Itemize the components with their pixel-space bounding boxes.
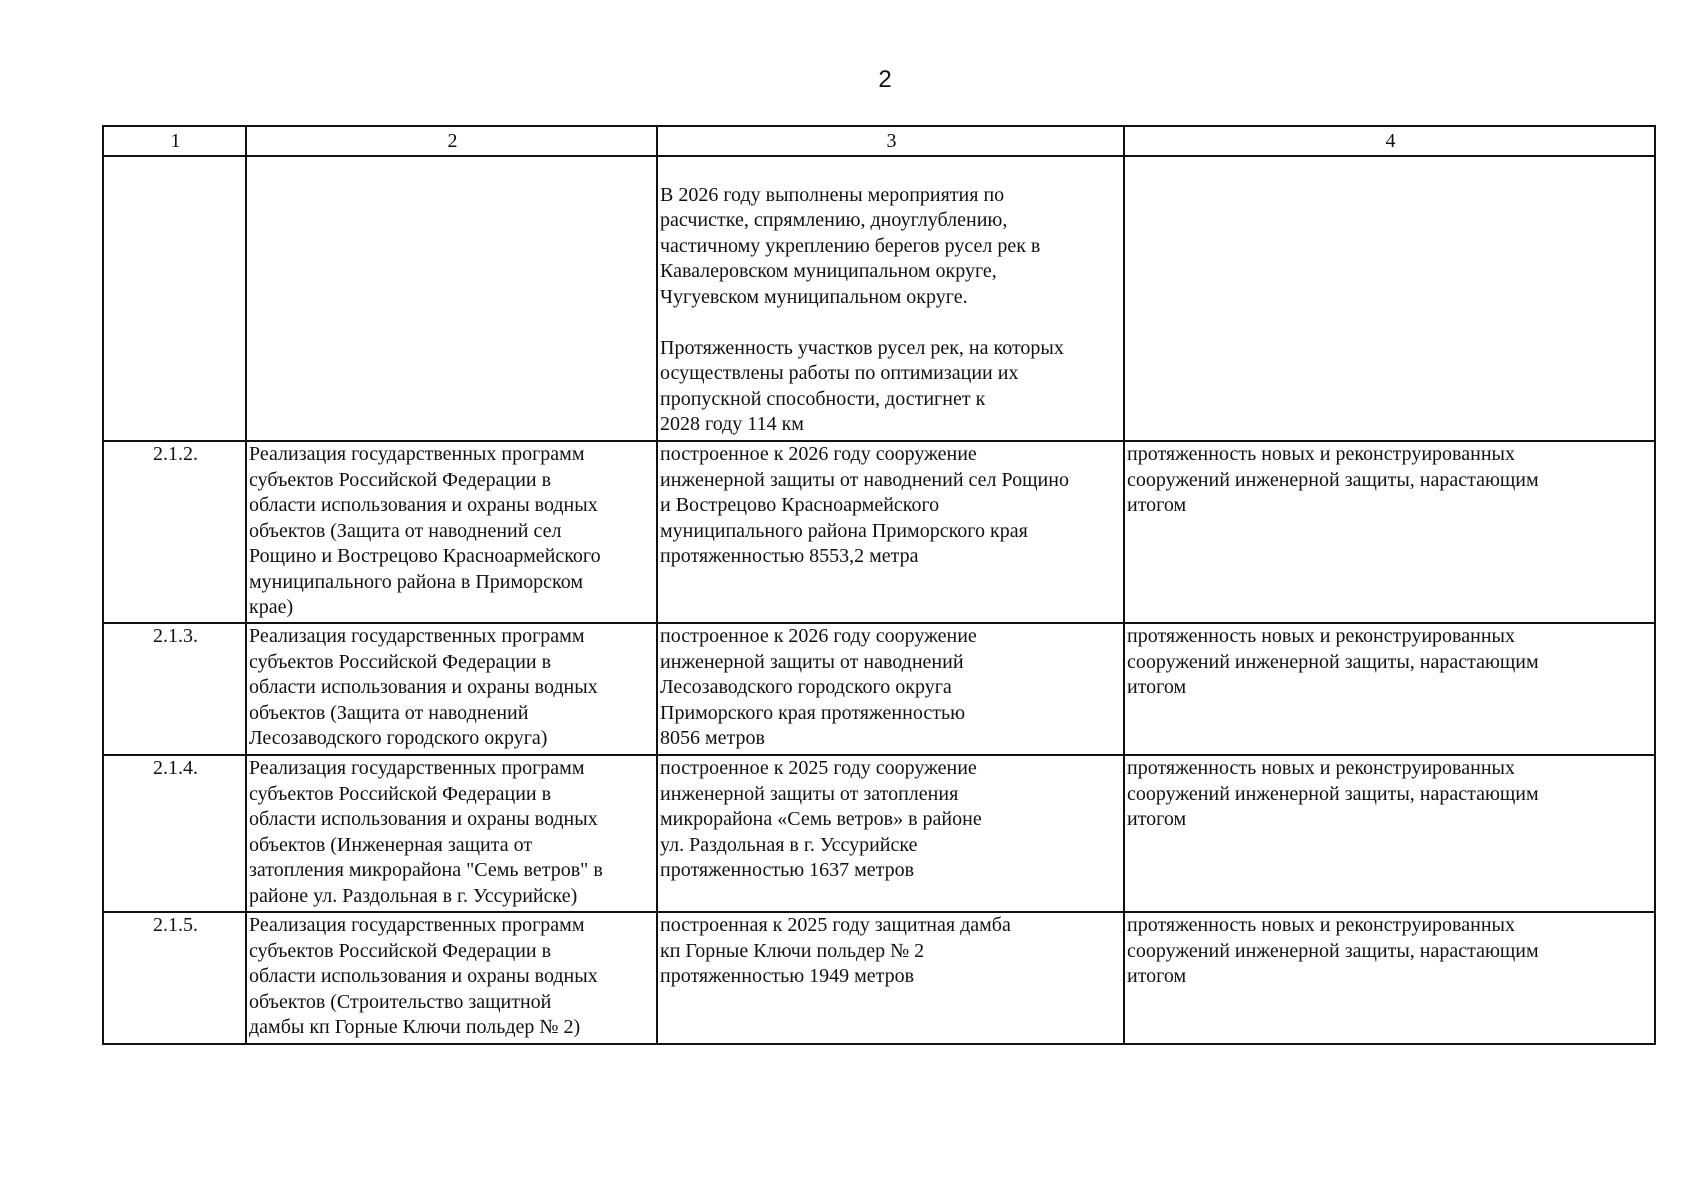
result-line: Кавалеровском муниципальном округе, xyxy=(660,260,997,282)
program-line: дамбы кп Горные Ключи польдер № 2) xyxy=(249,1016,581,1038)
result-line: построенная к 2025 году защитная дамба xyxy=(660,914,1011,936)
result-line: 8056 метров xyxy=(660,727,765,749)
result-line: Лесозаводского городского округа xyxy=(660,676,952,698)
page-number: 2 xyxy=(878,66,892,93)
program-line: объектов (Защита от наводнений сел xyxy=(249,519,562,542)
cell-result: построенное к 2026 году сооружение инжене… xyxy=(656,622,1125,756)
indicator-line: итогом xyxy=(1127,808,1187,830)
program-line: крае) xyxy=(249,596,294,618)
result-line: микрорайона «Семь ветров» в районе xyxy=(660,808,982,830)
result-line: построенное к 2026 году сооружение xyxy=(660,443,977,465)
result-line: осуществлены работы по оптимизации их xyxy=(660,362,1019,384)
cell-result: построенная к 2025 году защитная дамба кп… xyxy=(656,911,1125,1045)
program-line: субъектов Российской Федерации в xyxy=(249,468,552,491)
program-line: субъектов Российской Федерации в xyxy=(249,939,552,962)
table-row: 2.1.2. Реализация государственных програм… xyxy=(102,440,1656,624)
cell-program: Реализация государственных программ субъе… xyxy=(245,754,658,913)
cell-program xyxy=(245,155,658,442)
indicator-line: протяженность новых и реконструированных xyxy=(1127,625,1515,647)
program-line: объектов (Строительство защитной xyxy=(249,990,552,1013)
program-line: субъектов Российской Федерации в xyxy=(249,650,552,673)
cell-indicator: протяженность новых и реконструированных… xyxy=(1123,911,1656,1045)
cell-program: Реализация государственных программ субъе… xyxy=(245,440,658,624)
cell-indicator: протяженность новых и реконструированных… xyxy=(1123,622,1656,756)
result-line: кп Горные Ключи польдер № 2 xyxy=(660,939,925,962)
indicator-line: протяженность новых и реконструированных xyxy=(1127,443,1515,465)
result-line xyxy=(660,310,1123,336)
row-number xyxy=(102,155,247,442)
table-row: 2.1.3. Реализация государственных програм… xyxy=(102,622,1656,756)
column-header: 2 xyxy=(245,125,658,157)
program-line: области использования и охраны водных xyxy=(249,965,598,987)
indicator-line: сооружений инженерной защиты, нарастающи… xyxy=(1127,650,1539,673)
row-number: 2.1.2. xyxy=(102,440,247,624)
result-line: Приморского края протяженностью xyxy=(660,701,966,724)
result-line: муниципального района Приморского края xyxy=(660,519,1028,542)
program-line: области использования и охраны водных xyxy=(249,808,598,830)
cell-program: Реализация государственных программ субъе… xyxy=(245,622,658,756)
program-line: объектов (Защита от наводнений xyxy=(249,701,529,724)
result-line: частичному укреплению берегов русел рек … xyxy=(660,234,1041,257)
cell-result: построенное к 2025 году сооружение инжене… xyxy=(656,754,1125,913)
cell-indicator: протяженность новых и реконструированных… xyxy=(1123,754,1656,913)
program-line: Реализация государственных программ xyxy=(249,914,585,936)
indicator-line: итогом xyxy=(1127,676,1187,698)
result-line: построенное к 2026 году сооружение xyxy=(660,625,977,647)
result-line: Протяженность участков русел рек, на кот… xyxy=(660,336,1064,359)
result-line: протяженностью 1949 метров xyxy=(660,965,915,987)
cell-result: В 2026 году выполнены мероприятия по расч… xyxy=(656,155,1125,442)
table-row: 2.1.4. Реализация государственных програм… xyxy=(102,754,1656,913)
program-line: Лесозаводского городского округа) xyxy=(249,727,548,749)
indicator-line: итогом xyxy=(1127,494,1187,516)
program-line: субъектов Российской Федерации в xyxy=(249,782,552,805)
table-row: В 2026 году выполнены мероприятия по расч… xyxy=(102,155,1656,442)
program-line: Рощино и Вострецово Красноармейского xyxy=(249,545,601,567)
program-line: муниципального района в Приморском xyxy=(249,570,583,593)
program-line: области использования и охраны водных xyxy=(249,676,598,698)
indicator-line: протяженность новых и реконструированных xyxy=(1127,757,1515,779)
result-line: протяженностью 8553,2 метра xyxy=(660,545,919,567)
result-line: ул. Раздольная в г. Уссурийске xyxy=(660,833,918,856)
result-line: Чугуевском муниципальном округе. xyxy=(660,285,968,308)
program-line: объектов (Инженерная защита от xyxy=(249,833,533,856)
result-line: и Вострецово Красноармейского xyxy=(660,494,940,516)
row-number: 2.1.3. xyxy=(102,622,247,756)
header-row: 1 2 3 4 xyxy=(102,125,1656,157)
result-line xyxy=(660,157,1123,183)
program-line: районе ул. Раздольная в г. Уссурийске) xyxy=(249,884,578,907)
result-line: инженерной защиты от затопления xyxy=(660,782,959,805)
result-line: построенное к 2025 году сооружение xyxy=(660,757,977,779)
cell-program: Реализация государственных программ субъе… xyxy=(245,911,658,1045)
cell-indicator xyxy=(1123,155,1656,442)
indicator-line: сооружений инженерной защиты, нарастающи… xyxy=(1127,782,1539,805)
indicator-line: сооружений инженерной защиты, нарастающи… xyxy=(1127,468,1539,491)
column-header: 4 xyxy=(1123,125,1656,157)
indicator-line: протяженность новых и реконструированных xyxy=(1127,914,1515,936)
row-number: 2.1.5. xyxy=(102,911,247,1045)
result-line: протяженностью 1637 метров xyxy=(660,859,915,881)
program-line: Реализация государственных программ xyxy=(249,625,585,647)
column-header: 3 xyxy=(656,125,1125,157)
row-number: 2.1.4. xyxy=(102,754,247,913)
cell-indicator: протяженность новых и реконструированных… xyxy=(1123,440,1656,624)
measures-table: 1 2 3 4 В 2026 году выполнены мероприяти… xyxy=(102,125,1656,1045)
result-line: 2028 году 114 км xyxy=(660,413,804,435)
result-line: пропускной способности, достигнет к xyxy=(660,387,986,410)
indicator-line: итогом xyxy=(1127,965,1187,987)
column-header: 1 xyxy=(102,125,247,157)
cell-result: построенное к 2026 году сооружение инжене… xyxy=(656,440,1125,624)
result-line: инженерной защиты от наводнений сел Рощи… xyxy=(660,468,1069,491)
result-line: инженерной защиты от наводнений xyxy=(660,650,964,673)
indicator-line: сооружений инженерной защиты, нарастающи… xyxy=(1127,939,1539,962)
program-line: Реализация государственных программ xyxy=(249,443,585,465)
program-line: Реализация государственных программ xyxy=(249,757,585,779)
result-line: расчистке, спрямлению, дноуглублению, xyxy=(660,209,1008,231)
program-line: области использования и охраны водных xyxy=(249,494,598,516)
table-row: 2.1.5. Реализация государственных програм… xyxy=(102,911,1656,1045)
result-line: В 2026 году выполнены мероприятия по xyxy=(660,183,1005,206)
program-line: затопления микрорайона "Семь ветров" в xyxy=(249,859,603,881)
